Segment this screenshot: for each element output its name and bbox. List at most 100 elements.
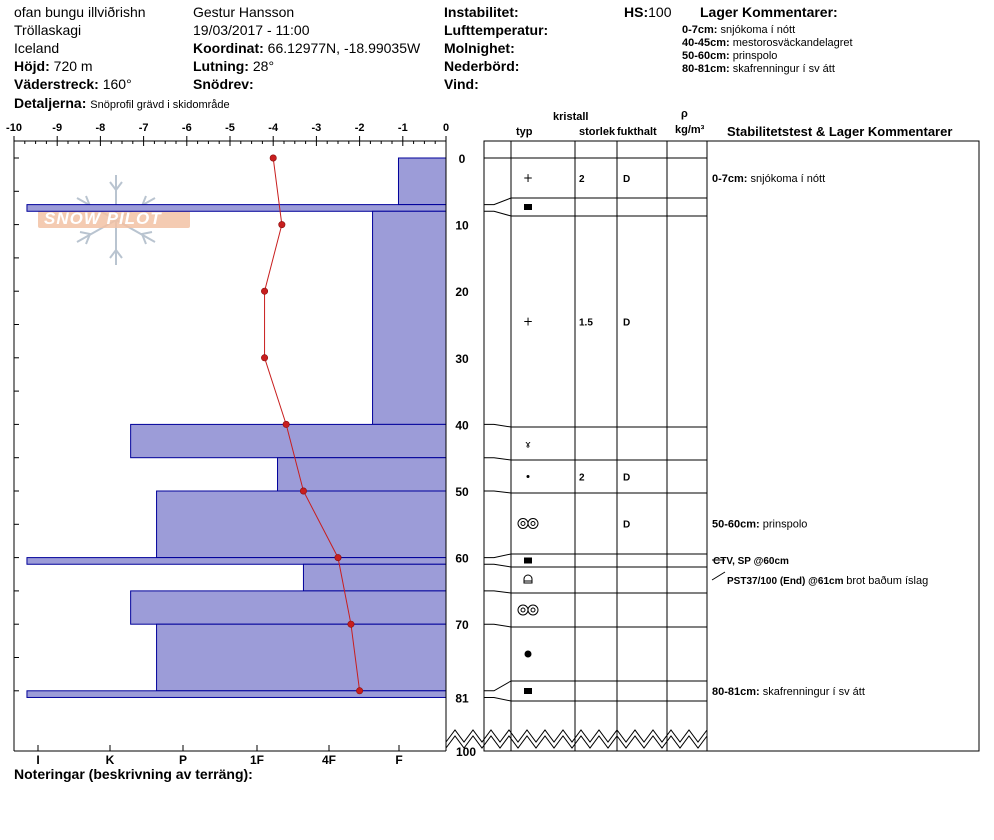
hs-value: 100	[648, 4, 672, 20]
kristall-header: kristall	[553, 111, 589, 123]
moisture-value: D	[623, 174, 630, 185]
temperature-point	[282, 420, 290, 428]
temperature-tick-label: -4	[268, 122, 279, 134]
coordinate-value: 66.12977N, -18.99035W	[267, 40, 421, 56]
hardness-tick-label: P	[179, 753, 187, 767]
hardness-tick-label: K	[106, 753, 115, 767]
coordinate-row: Koordinat: 66.12977N, -18.99035W	[193, 40, 420, 56]
grain-ring-icon	[517, 518, 529, 529]
grain-plus-icon: +	[523, 315, 533, 329]
grain-size: 1.5	[579, 318, 593, 329]
layer-row-comment: 80-81cm: skafrenningur í sv átt	[712, 686, 865, 698]
grain-plus-icon: +	[523, 171, 533, 185]
moisture-value: D	[623, 520, 630, 531]
grain-ring-icon	[527, 604, 539, 616]
cloud-label: Molnighet:	[444, 40, 515, 56]
depth-connector	[484, 623, 512, 628]
depth-tick-label: 40	[455, 418, 469, 432]
hardness-layer-bar	[302, 563, 447, 592]
hardness-layer-bar	[26, 690, 447, 698]
grain-dot-icon	[526, 475, 530, 478]
instability-label: Instabilitet:	[444, 4, 519, 20]
wind-label: Vind:	[444, 76, 479, 92]
fukthalt-header: fukthalt	[617, 126, 657, 138]
depth-connector	[484, 680, 512, 692]
temperature-point	[261, 354, 269, 362]
temperature-point	[269, 154, 277, 162]
stability-test-pointer	[711, 571, 726, 581]
stability-header: Stabilitetstest & Lager Kommentarer	[727, 124, 953, 139]
depth-connector	[484, 197, 512, 206]
depth-connector	[484, 490, 512, 494]
temperature-point	[356, 687, 364, 695]
depth-tick-label: 10	[455, 219, 469, 233]
stability-test-label: CTV, SP @60cm	[713, 556, 789, 567]
elevation-label: Höjd:	[14, 58, 50, 74]
layer-comment: 40-45cm: mestorosväckandelagret	[682, 37, 853, 49]
temperature-tick-label: -9	[52, 122, 62, 134]
depth-connector	[484, 553, 512, 559]
depth-tick-label: 60	[455, 552, 469, 566]
layer-row-comment: 50-60cm: prinspolo	[712, 519, 807, 531]
observer-name: Gestur Hansson	[193, 4, 295, 20]
depth-tick-label: 70	[455, 618, 469, 632]
temperature-tick-label: -6	[182, 122, 192, 134]
grain-ring-icon	[520, 521, 526, 526]
watermark-text: SNOW PILOT	[44, 209, 162, 228]
elevation-row: Höjd: 720 m	[14, 58, 93, 74]
hardness-tick-label: 1F	[250, 753, 264, 767]
hardness-layer-bar	[156, 490, 447, 559]
hardness-layer-bar	[26, 557, 447, 565]
depth-tick-label: 20	[455, 285, 469, 299]
temperature-point	[334, 554, 342, 562]
hardness-layer-bar	[372, 210, 447, 425]
depth-connector	[484, 423, 512, 428]
depth-tick-label: 81	[455, 691, 469, 705]
country-name: Iceland	[14, 40, 60, 56]
depth-connector	[484, 563, 512, 568]
rho-header: ρ	[681, 108, 688, 120]
stability-test-label: PST37/100 (End) @61cm brot baðum íslag	[727, 575, 928, 587]
grain-square-icon	[524, 204, 532, 210]
depth-connector	[484, 210, 512, 217]
layer-table-frame	[483, 140, 980, 752]
depth-tick-label: 0	[459, 152, 466, 166]
layer-row-comment: 0-7cm: snjókoma í nótt	[712, 173, 825, 185]
temperature-tick-label: -3	[312, 122, 322, 134]
temperature-tick-label: -5	[225, 122, 235, 134]
coordinate-label: Koordinat:	[193, 40, 264, 56]
aspect-value: 160°	[102, 76, 132, 92]
location-name: ofan bungu illviðrishn	[14, 4, 146, 20]
grain-square-icon	[524, 557, 532, 564]
depth-connector	[484, 590, 512, 594]
hardness-layer-bar	[397, 157, 447, 206]
air-temp-label: Lufttemperatur:	[444, 22, 549, 38]
depth-tick-label: 50	[455, 485, 469, 499]
temperature-tick-label: 0	[443, 122, 449, 134]
depth-connector	[484, 457, 512, 461]
grain-size: 2	[579, 473, 585, 484]
elevation-value: 720 m	[53, 58, 93, 74]
aspect-row: Väderstreck: 160°	[14, 76, 132, 92]
grain-square-icon	[524, 688, 532, 694]
hardness-tick-label: I	[36, 753, 39, 767]
temperature-point	[278, 221, 286, 229]
hs-row: HS:100	[624, 4, 671, 20]
slope-label: Lutning:	[193, 58, 249, 74]
layer-comment: 80-81cm: skafrenningur í sv átt	[682, 63, 835, 75]
hardness-layer-bar	[130, 590, 447, 625]
details-value: Snöprofil grävd i skidområde	[90, 99, 230, 111]
observation-datetime: 19/03/2017 - 11:00	[193, 22, 310, 38]
hardness-layer-bar	[156, 623, 447, 692]
grain-ring-icon	[527, 518, 539, 529]
grain-cup-icon	[523, 574, 533, 584]
moisture-value: D	[623, 473, 630, 484]
depth-break-zigzag	[445, 735, 708, 749]
layer-comment: 50-60cm: prinspolo	[682, 50, 778, 62]
typ-header: typ	[516, 126, 533, 138]
temperature-tick-label: -7	[139, 122, 149, 134]
depth-connector	[484, 696, 512, 702]
depth-break-zigzag	[445, 729, 708, 743]
precip-label: Nederbörd:	[444, 58, 520, 74]
